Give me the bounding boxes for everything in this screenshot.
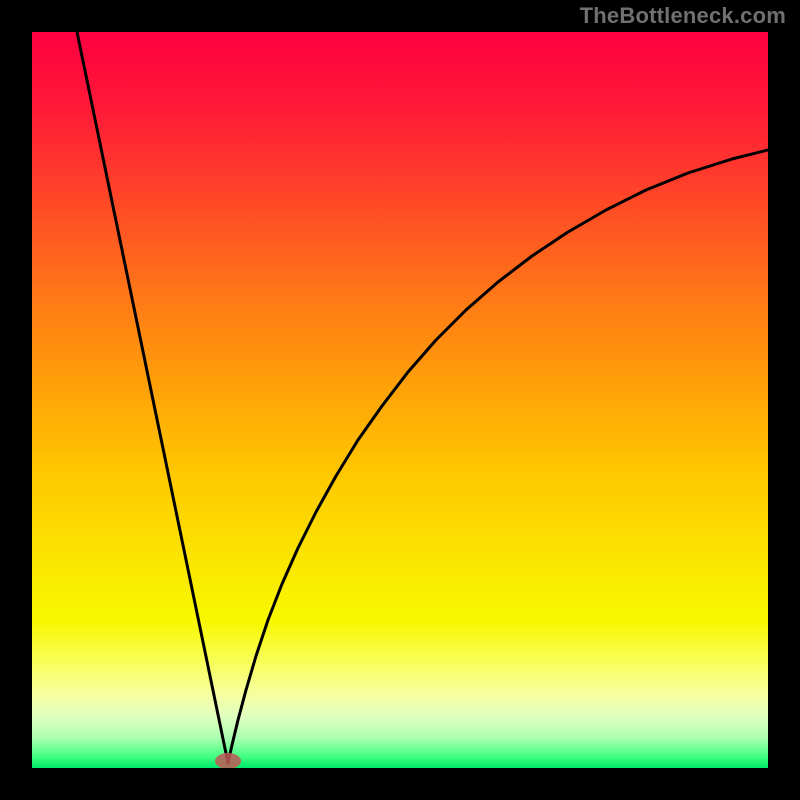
curve-right-branch <box>228 150 768 763</box>
curve-layer <box>32 32 768 768</box>
curve-left-branch <box>77 32 228 763</box>
plot-area <box>32 32 768 768</box>
watermark-text: TheBottleneck.com <box>580 3 786 29</box>
stage: TheBottleneck.com <box>0 0 800 800</box>
minimum-marker <box>215 753 241 768</box>
